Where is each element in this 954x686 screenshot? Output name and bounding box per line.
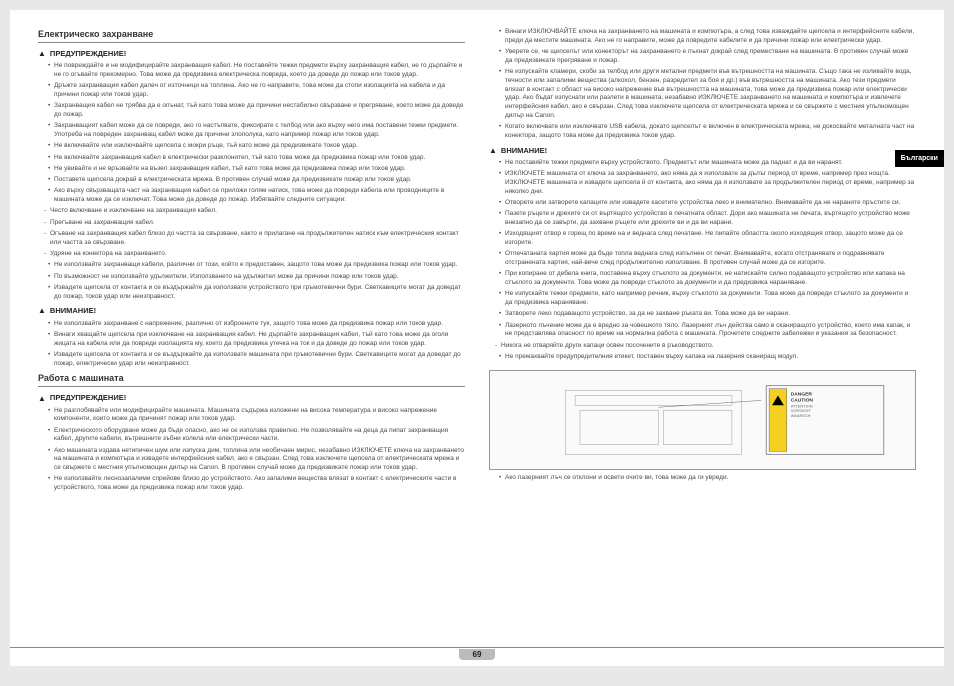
bullet-list: Не използвайте захранване с напрежение, …	[38, 320, 465, 369]
list-item: Никога не отваряйте други капаци освен п…	[495, 342, 916, 351]
svg-text:DANGER: DANGER	[791, 391, 813, 397]
list-item: Не премахвайте предупредителния етикет, …	[499, 353, 916, 362]
list-item: Електрическото оборудване може да бъде о…	[48, 427, 465, 445]
bullet-list: Не премахвайте предупредителния етикет, …	[489, 353, 916, 362]
warning-icon: ▲	[38, 50, 46, 58]
warning-header: ▲ ПРЕДУПРЕЖДЕНИЕ!	[38, 49, 465, 59]
list-item: Ако машината издава нетипичен шум или из…	[48, 447, 465, 473]
caution-header: ▲ ВНИМАНИЕ!	[489, 146, 916, 156]
printer-diagram: DANGER CAUTION ATTENTION VORSICHT WAARSC…	[489, 370, 916, 470]
section-title-power: Електрическо захранване	[38, 28, 465, 43]
caution-label: ВНИМАНИЕ!	[50, 306, 96, 316]
list-item: Не включвайте или изключвайте щепсела с …	[48, 142, 465, 151]
bullet-list: Ако лазерният лъч се отклони и освети оч…	[489, 474, 916, 483]
list-item: Пазете ръцете и дрехите си от въртящото …	[499, 210, 916, 228]
sub-bullet-list: Никога не отваряйте други капаци освен п…	[489, 342, 916, 351]
sub-bullet-list: Често включване и изключване на захранва…	[38, 207, 465, 258]
bullet-list: Винаги ИЗКЛЮЧВАЙТЕ ключа на захранването…	[489, 28, 916, 141]
svg-text:WAARSCH: WAARSCH	[791, 413, 811, 418]
bullet-list: Не повреждайте и не модифицирайте захран…	[38, 62, 465, 205]
list-item: Огъване на захранващия кабел близо до ча…	[44, 230, 465, 248]
list-item: Уверете се, че щепселът или конекторът н…	[499, 48, 916, 66]
bullet-list: Не поставяйте тежки предмети върху устро…	[489, 159, 916, 339]
list-item: Изходящият отвор е горещ по време на и в…	[499, 230, 916, 248]
list-item: Не увивайте и не връзвайте на възел захр…	[48, 165, 465, 174]
list-item: Ако върху свързващата част на захранващи…	[48, 187, 465, 205]
list-item: Не използвайте захранващи кабели, различ…	[48, 261, 465, 270]
list-item: Не включвайте захранващия кабел в електр…	[48, 154, 465, 163]
page-number: 69	[459, 649, 496, 660]
list-item: Удряне на конектора на захранването.	[44, 250, 465, 259]
list-item: Извадете щепсела от контакта и се въздър…	[48, 351, 465, 369]
list-item: Извадете щепсела от контакта и се въздър…	[48, 284, 465, 302]
warning-label: ПРЕДУПРЕЖДЕНИЕ!	[50, 49, 126, 59]
list-item: Отворете или затворете капаците или изва…	[499, 199, 916, 208]
list-item: Прегъване на захранващия кабел.	[44, 219, 465, 228]
figure-caption: Ако лазерният лъч се отклони и освети оч…	[499, 474, 916, 483]
list-item: По възможност не използвайте удължители.…	[48, 273, 465, 282]
left-column: Електрическо захранване ▲ ПРЕДУПРЕЖДЕНИЕ…	[38, 28, 465, 628]
list-item: ИЗКЛЮЧЕТЕ машината от ключа за захранван…	[499, 170, 916, 196]
right-column: Винаги ИЗКЛЮЧВАЙТЕ ключа на захранването…	[489, 28, 916, 628]
bullet-list: Не разглобявайте или модифицирайте машин…	[38, 407, 465, 493]
list-item: Не повреждайте и не модифицирайте захран…	[48, 62, 465, 80]
list-item: Не изпускайте кламери, скоби за телбод и…	[499, 68, 916, 121]
list-item: Лазерното лъчение може да е вредно за чо…	[499, 322, 916, 340]
section-title-operation: Работа с машината	[38, 372, 465, 387]
list-item: Често включване и изключване на захранва…	[44, 207, 465, 216]
warning-header: ▲ ПРЕДУПРЕЖДЕНИЕ!	[38, 393, 465, 403]
list-item: Не използвайте захранване с напрежение, …	[48, 320, 465, 329]
list-item: Поставете щепсела докрай в електрическат…	[48, 176, 465, 185]
warning-icon: ▲	[38, 395, 46, 403]
list-item: Винаги хващайте щепсела при изключване н…	[48, 331, 465, 349]
bullet-list: Не използвайте захранващи кабели, различ…	[38, 261, 465, 301]
warning-icon: ▲	[489, 147, 497, 155]
list-item: Захранващия кабел не трябва да е опънат,…	[48, 102, 465, 120]
list-item: Дръжте захранващия кабел далеч от източн…	[48, 82, 465, 100]
warning-label: ПРЕДУПРЕЖДЕНИЕ!	[50, 393, 126, 403]
list-item: Винаги ИЗКЛЮЧВАЙТЕ ключа на захранването…	[499, 28, 916, 46]
caution-label: ВНИМАНИЕ!	[501, 146, 547, 156]
warning-icon: ▲	[38, 307, 46, 315]
list-item: Когато включвате или изключвате USB кабе…	[499, 123, 916, 141]
page-footer: 69	[10, 647, 944, 660]
list-item: При копиране от дебела книга, поставена …	[499, 270, 916, 288]
caution-header: ▲ ВНИМАНИЕ!	[38, 306, 465, 316]
list-item: Захранващият кабел може да се повреди, а…	[48, 122, 465, 140]
list-item: Затворете леко подаващото устройство, за…	[499, 310, 916, 319]
list-item: Отпечатаната хартия може да бъде топла в…	[499, 250, 916, 268]
list-item: Не изпускайте тежки предмети, като напри…	[499, 290, 916, 308]
list-item: Не използвайте леснозапалими спрейове бл…	[48, 475, 465, 493]
list-item: Не поставяйте тежки предмети върху устро…	[499, 159, 916, 168]
list-item: Не разглобявайте или модифицирайте машин…	[48, 407, 465, 425]
